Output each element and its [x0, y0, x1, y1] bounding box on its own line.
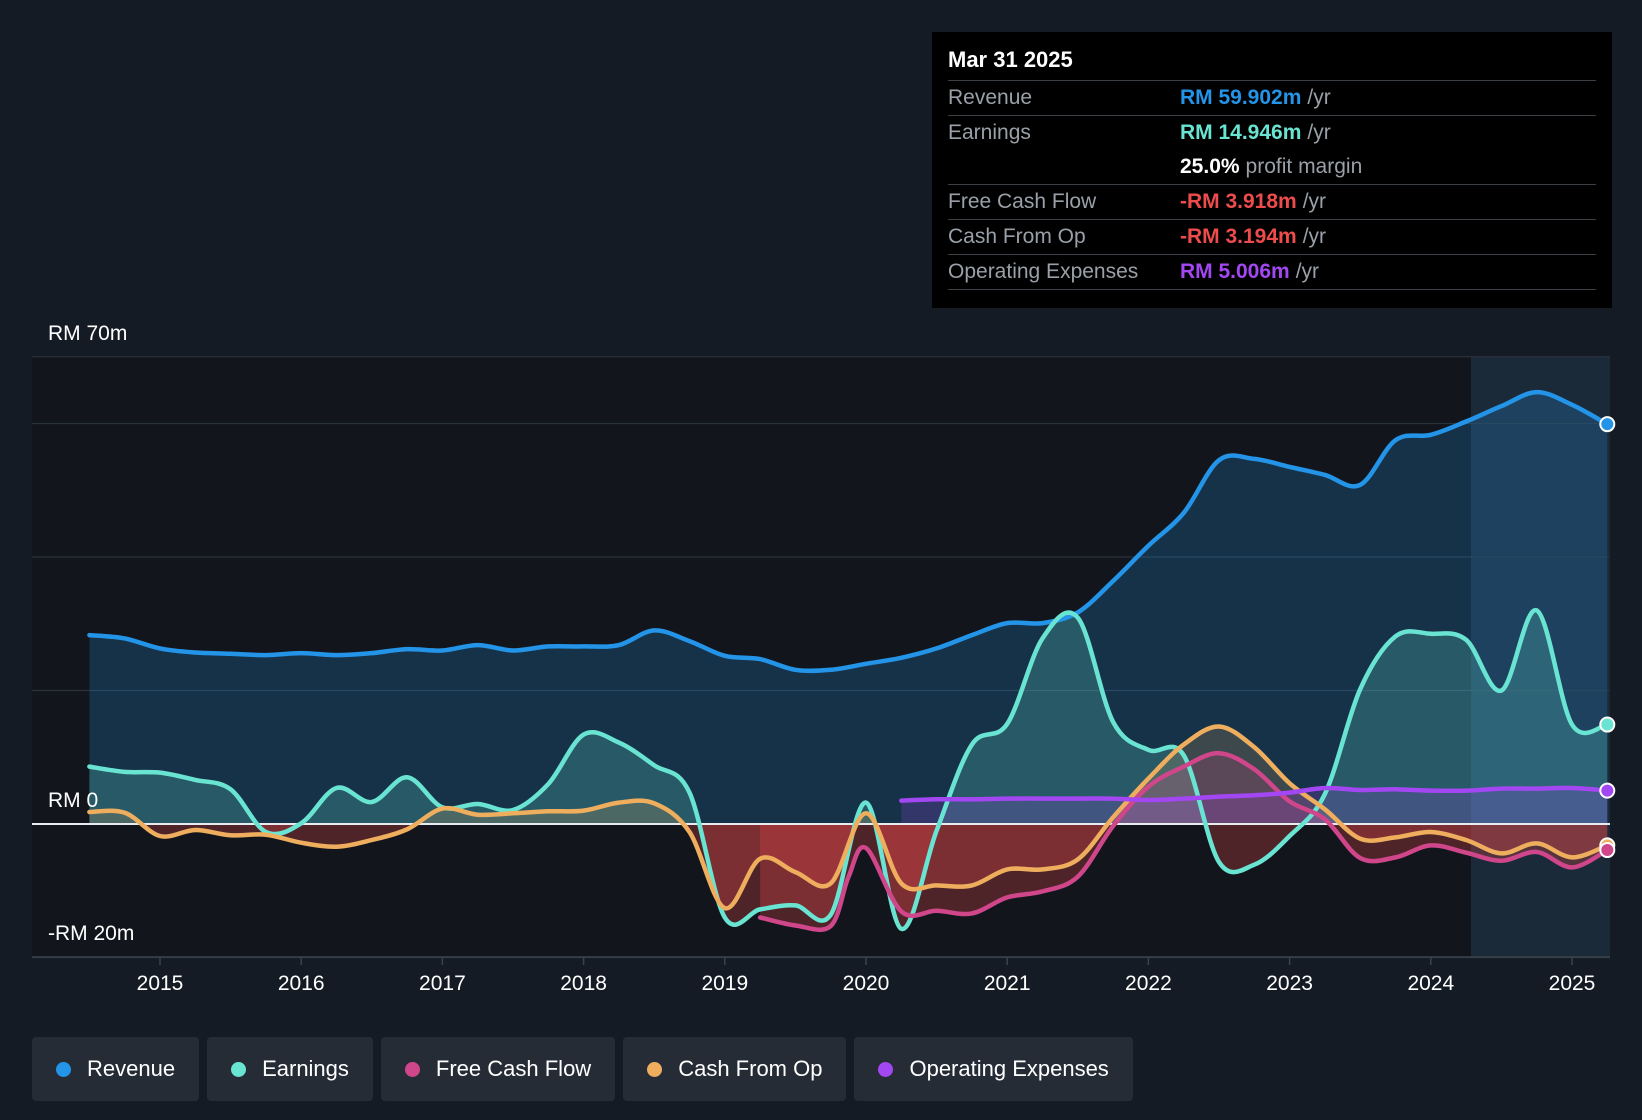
- legend-item-operating-expenses[interactable]: Operating Expenses: [854, 1037, 1133, 1101]
- tooltip-label: Cash From Op: [948, 225, 1086, 248]
- tooltip-value: RM 59.902m: [1180, 86, 1302, 109]
- x-tick-label: 2018: [560, 972, 607, 995]
- legend-label: Revenue: [87, 1056, 176, 1081]
- forecast-band: [1471, 357, 1610, 957]
- tooltip-unit: /yr: [1307, 86, 1331, 109]
- tooltip-label: Operating Expenses: [948, 260, 1139, 283]
- revenue-dot-icon: [56, 1061, 71, 1077]
- tooltip-unit: profit margin: [1245, 155, 1363, 178]
- earnings-endpoint: [1599, 716, 1616, 733]
- earnings-line: [87, 608, 1610, 932]
- y-tick-label-zero: RM 0: [48, 789, 98, 812]
- x-tick-label: 2021: [984, 972, 1031, 995]
- tooltip-row-free-cash-flow: Free Cash Flow -RM 3.918m /yr: [948, 184, 1596, 219]
- operating-expenses-dot-icon: [878, 1061, 894, 1077]
- legend-label: Earnings: [262, 1056, 349, 1081]
- legend-label: Cash From Op: [678, 1056, 823, 1081]
- tooltip-date: Mar 31 2025: [948, 47, 1073, 72]
- tooltip-row-operating-expenses: Operating Expenses RM 5.006m /yr: [948, 254, 1596, 290]
- series-lines: [87, 389, 1610, 933]
- tooltip-value: -RM 3.918m: [1180, 190, 1297, 213]
- revenue-line: [87, 389, 1610, 674]
- tooltip-value: 25.0%: [1180, 155, 1240, 178]
- tooltip-label: Earnings: [948, 121, 1031, 144]
- x-axis: 2015 2016 2017 2018 2019 2020 2021 2022 2023 2024…: [32, 956, 1610, 995]
- x-tick-label: 2024: [1407, 972, 1454, 995]
- tooltip-unit: /yr: [1295, 260, 1320, 283]
- x-tick-label: 2022: [1125, 972, 1172, 995]
- y-axis-labels: RM 70m RM 0 -RM 20m: [48, 322, 134, 945]
- plot-background: [32, 357, 1610, 957]
- legend-item-earnings[interactable]: Earnings: [207, 1037, 373, 1101]
- legend-item-free-cash-flow[interactable]: Free Cash Flow: [380, 1037, 616, 1101]
- legend-label: Operating Expenses: [909, 1056, 1109, 1081]
- tooltip-value: -RM 3.194m: [1180, 225, 1297, 248]
- revenue-area-positive: [89, 392, 1608, 824]
- earnings-area-negative: [89, 824, 1608, 929]
- x-tick-label: 2020: [843, 972, 890, 995]
- tooltip-row-earnings: Earnings RM 14.946m /yr: [948, 115, 1596, 150]
- tooltip-unit: /yr: [1302, 225, 1327, 248]
- legend-item-revenue[interactable]: Revenue: [32, 1037, 200, 1101]
- x-tick-label: 2016: [278, 972, 325, 995]
- legend: Revenue Earnings Free Cash Flow Cash Fro…: [32, 1037, 1133, 1101]
- series-endpoints: [1599, 416, 1616, 859]
- x-tick-label: 2019: [701, 972, 748, 995]
- operating-expenses-line: [899, 785, 1610, 803]
- free-cash-flow-area-negative: [760, 824, 1608, 930]
- free-cash-flow-dot-icon: [404, 1061, 420, 1077]
- legend-label: Free Cash Flow: [435, 1056, 592, 1081]
- operating-expenses-endpoint: [1599, 782, 1616, 799]
- revenue-endpoint: [1599, 416, 1616, 433]
- tooltip-label: Revenue: [948, 86, 1033, 109]
- operating-expenses-area-positive: [901, 787, 1608, 824]
- free-cash-flow-endpoint: [1599, 842, 1616, 859]
- free-cash-flow-line: [757, 750, 1610, 933]
- tooltip-row-cash-from-op: Cash From Op -RM 3.194m /yr: [948, 219, 1596, 254]
- y-tick-label-bottom: -RM 20m: [48, 922, 134, 945]
- cash-from-op-area-positive: [89, 726, 1608, 824]
- tooltip-unit: /yr: [1307, 121, 1331, 144]
- tooltip: Mar 31 2025 Revenue RM 59.902m /yr Earni…: [932, 32, 1612, 308]
- y-tick-label-top: RM 70m: [48, 322, 127, 345]
- legend-item-cash-from-op[interactable]: Cash From Op: [623, 1037, 847, 1101]
- free-cash-flow-area-positive: [760, 753, 1608, 824]
- tooltip-value: RM 5.006m: [1180, 260, 1290, 283]
- tooltip-label: Free Cash Flow: [948, 190, 1097, 213]
- cash-from-op-line: [87, 724, 1610, 911]
- x-tick-label: 2023: [1266, 972, 1313, 995]
- x-tick-label: 2025: [1549, 972, 1596, 995]
- tooltip-row-revenue: Revenue RM 59.902m /yr: [948, 80, 1596, 115]
- earnings-dot-icon: [231, 1061, 247, 1077]
- x-tick-label: 2015: [137, 972, 184, 995]
- x-tick-label: 2017: [419, 972, 466, 995]
- tooltip-row-profit-margin: 25.0% profit margin: [948, 150, 1596, 184]
- tooltip-unit: /yr: [1302, 190, 1327, 213]
- tooltip-value: RM 14.946m: [1180, 121, 1302, 144]
- cash-from-op-dot-icon: [647, 1061, 663, 1077]
